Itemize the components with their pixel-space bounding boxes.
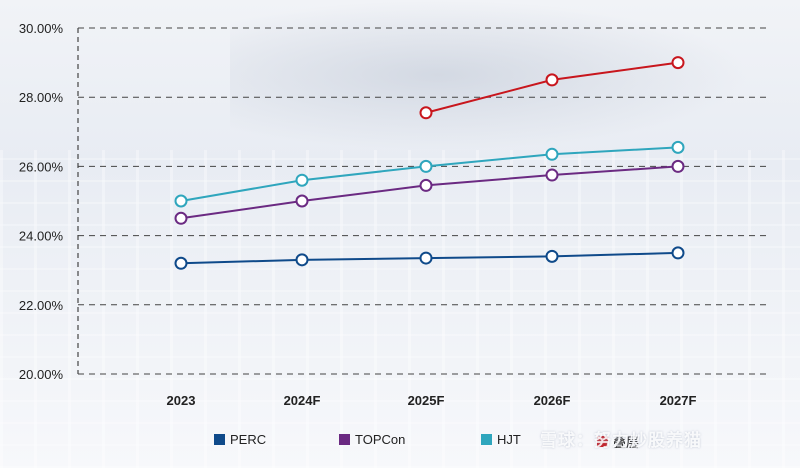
x-tick-label: 2025F (408, 393, 445, 408)
background-haze (230, 0, 750, 150)
series-line-hjt (180, 146, 679, 202)
x-tick-label: 2027F (660, 393, 697, 408)
series-line-topcon (180, 165, 679, 220)
data-point-topcon (295, 194, 309, 208)
data-point-perc (174, 256, 188, 270)
legend-swatch (339, 434, 350, 445)
legend-swatch (214, 434, 225, 445)
data-point-topcon (174, 211, 188, 225)
data-point-hjt (419, 159, 433, 173)
data-point-tandem (545, 73, 559, 87)
data-point-topcon (545, 168, 559, 182)
legend-item-perc: PERC (214, 432, 266, 447)
data-point-hjt (174, 194, 188, 208)
x-tick-label: 2024F (284, 393, 321, 408)
data-point-tandem (671, 56, 685, 70)
legend: PERC TOPCon HJT 叠层 (0, 428, 800, 452)
legend-label: 叠层 (613, 435, 640, 450)
data-point-hjt (671, 140, 685, 154)
background-solar-panel (0, 150, 800, 468)
y-tick-label: 30.00% (19, 21, 64, 36)
y-axis: 20.00% 22.00% 24.00% 26.00% 28.00% 30.00% (19, 21, 79, 382)
gridlines (78, 27, 770, 375)
y-tick-label: 20.00% (19, 367, 64, 382)
x-tick-label: 2023 (167, 393, 196, 408)
x-axis: 2023 2024F 2025F 2026F 2027F (167, 393, 697, 408)
data-point-hjt (295, 173, 309, 187)
data-point-topcon (419, 178, 433, 192)
legend-swatch (481, 434, 492, 445)
y-tick-label: 24.00% (19, 229, 64, 244)
legend-item-topcon: TOPCon (339, 432, 405, 447)
data-point-perc (545, 249, 559, 263)
legend-swatch (597, 436, 608, 447)
y-tick-label: 26.00% (19, 159, 64, 174)
data-point-tandem (419, 106, 433, 120)
legend-label: HJT (497, 432, 521, 447)
data-point-topcon (671, 159, 685, 173)
y-tick-label: 22.00% (19, 298, 64, 313)
data-point-hjt (545, 147, 559, 161)
x-tick-label: 2026F (534, 393, 571, 408)
y-tick-label: 28.00% (19, 90, 64, 105)
legend-item-hjt: HJT (481, 432, 521, 447)
data-point-perc (419, 251, 433, 265)
series-lines (174, 56, 685, 270)
data-point-perc (295, 253, 309, 267)
series-line-tandem (425, 61, 679, 114)
legend-item-tandem: 叠层 (597, 432, 639, 451)
legend-label: TOPCon (355, 432, 406, 447)
data-point-perc (671, 246, 685, 260)
watermark-text: 雪球：努力炒股养猫 (540, 431, 702, 450)
legend-label: PERC (230, 432, 267, 447)
